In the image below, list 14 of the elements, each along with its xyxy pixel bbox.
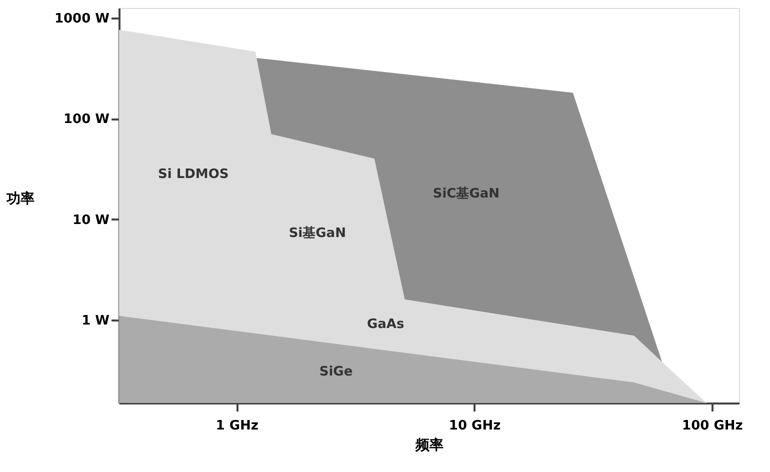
y-tick-label: 10 W: [72, 212, 110, 228]
x-tick-label: 1 GHz: [216, 418, 258, 434]
annotation: GaAs: [366, 317, 404, 332]
x-axis-title: 频率: [414, 436, 444, 454]
annotation: Si基GaN: [288, 226, 346, 242]
annotation: SiGe: [319, 364, 353, 380]
annotation: SiC基GaN: [432, 186, 500, 202]
y-tick-label: 1000 W: [54, 11, 110, 26]
x-tick-label: 10 GHz: [448, 418, 501, 434]
x-tick-label: 100 GHz: [682, 418, 743, 434]
y-axis-title: 功率: [5, 190, 34, 207]
y-tick-label: 1 W: [82, 313, 110, 328]
annotation: Si LDMOS: [158, 166, 229, 182]
y-tick-label: 100 W: [63, 112, 110, 128]
